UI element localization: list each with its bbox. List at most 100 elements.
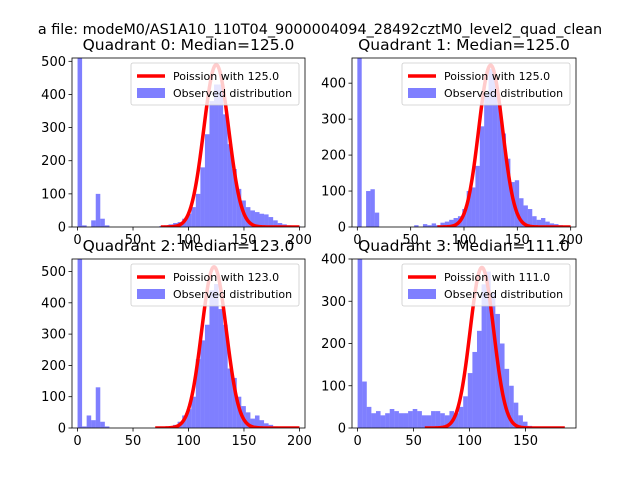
y-tick-label: 200 <box>41 154 66 169</box>
histogram-bar <box>394 411 399 428</box>
histogram-bar <box>77 58 83 227</box>
histogram-bar <box>471 187 476 227</box>
legend-bar-label: Observed distribution <box>173 288 292 301</box>
histogram-bar <box>195 359 201 428</box>
y-tick-label: 500 <box>41 55 66 70</box>
histogram-bar <box>95 387 101 428</box>
y-tick-label: 100 <box>41 390 66 405</box>
legend-box <box>130 62 300 106</box>
histogram-bar <box>100 218 105 227</box>
y-tick-label: 200 <box>41 359 66 374</box>
histogram-bar <box>514 180 520 227</box>
x-tick-label: 0 <box>73 233 81 248</box>
histogram-bar <box>77 259 83 428</box>
x-tick-label: 0 <box>73 434 81 449</box>
histogram-bar <box>513 402 519 428</box>
histogram-bar <box>191 207 196 227</box>
histogram-bar <box>519 198 524 227</box>
x-tick-label: 0 <box>353 233 361 248</box>
histogram-bar <box>453 218 458 227</box>
chart-title: Quadrant 3: Median=111.0 <box>358 237 570 255</box>
y-tick-label: 0 <box>338 422 346 437</box>
histogram-bar <box>223 324 228 428</box>
histogram-bar <box>357 259 363 428</box>
histogram-bar <box>523 205 528 227</box>
histogram-bar <box>486 271 491 428</box>
x-tick-label: 100 <box>176 233 201 248</box>
histogram-bar <box>204 324 210 428</box>
x-tick-label: 50 <box>125 434 142 449</box>
histogram-bar <box>366 406 372 428</box>
x-tick-label: 150 <box>232 233 257 248</box>
legend-line-label: Poission with 111.0 <box>444 271 550 284</box>
histogram-bar <box>200 340 205 428</box>
histogram-bar <box>366 191 371 227</box>
histogram-bar <box>527 209 533 227</box>
histogram-bar <box>86 415 92 428</box>
y-tick-label: 200 <box>321 337 346 352</box>
chart-panel-1: 0 50 100 150 200 0 100 200 300 400 Quadrant 1: Med… <box>321 36 583 248</box>
histogram-bar <box>518 415 523 428</box>
histogram-bar <box>398 413 404 428</box>
histogram-bar <box>227 144 233 227</box>
histogram-bar <box>218 309 224 428</box>
histogram-bar <box>371 413 376 428</box>
y-tick-label: 200 <box>321 149 346 164</box>
histogram-bar <box>389 408 395 428</box>
histogram-bar <box>362 381 367 428</box>
histogram-bar <box>481 284 487 428</box>
histogram-bar <box>408 411 413 428</box>
x-tick-label: 100 <box>452 233 477 248</box>
histogram-bar <box>82 426 87 428</box>
x-tick-label: 0 <box>353 434 361 449</box>
histogram-bar <box>100 421 105 428</box>
y-tick-label: 400 <box>321 77 346 92</box>
histogram-bar <box>488 68 493 227</box>
x-tick-label: 50 <box>125 233 142 248</box>
legend-line-label: Poission with 123.0 <box>173 271 279 284</box>
histogram-bar <box>259 420 265 428</box>
figure-suptitle: a file: modeM0/AS1A10_110T04_9000004094_… <box>38 22 602 38</box>
x-tick-label: 50 <box>402 233 419 248</box>
histogram-bar <box>440 413 445 428</box>
x-tick-label: 200 <box>287 434 312 449</box>
histogram-bar <box>492 75 498 227</box>
histogram-bar <box>501 133 507 227</box>
histogram-bar <box>449 219 454 227</box>
histogram-bar <box>268 217 274 227</box>
legend-bar-label: Observed distribution <box>444 87 563 100</box>
poisson-fit-line <box>423 265 566 428</box>
histogram-bar <box>545 221 550 227</box>
histogram-bar <box>380 415 386 428</box>
plot-area <box>77 259 301 428</box>
x-tick-label: 200 <box>558 233 583 248</box>
histogram-bar <box>82 225 87 227</box>
y-tick-label: 300 <box>321 113 346 128</box>
y-tick-label: 400 <box>41 88 66 103</box>
histogram-bar <box>209 101 215 227</box>
chart-panel-0: 0 50 100 150 200 0 100 200 300 400 500 Quadrant 0: … <box>41 36 312 248</box>
histogram-bar <box>414 225 419 227</box>
chart-title: Quadrant 0: Median=125.0 <box>83 36 295 54</box>
histogram-bar <box>490 292 496 428</box>
histogram-bar <box>200 167 205 227</box>
histogram-bar <box>421 415 427 428</box>
histogram-bar <box>532 216 537 227</box>
histogram-bar <box>385 413 390 428</box>
histogram-bar <box>412 408 418 428</box>
y-tick-label: 100 <box>41 187 66 202</box>
histogram-bar <box>273 220 278 227</box>
legend-box <box>401 263 571 307</box>
legend-box <box>130 263 300 307</box>
y-tick-label: 300 <box>321 295 346 310</box>
chart-title: Quadrant 2: Median=123.0 <box>83 237 295 255</box>
y-tick-label: 300 <box>41 121 66 136</box>
histogram-bar <box>462 209 467 227</box>
y-tick-label: 400 <box>321 253 346 268</box>
y-tick-label: 0 <box>58 422 66 437</box>
plot-area <box>357 58 572 227</box>
histogram-bar <box>227 368 233 428</box>
histogram-bar <box>435 411 441 428</box>
y-tick-label: 500 <box>41 265 66 280</box>
x-tick-label: 100 <box>176 434 201 449</box>
